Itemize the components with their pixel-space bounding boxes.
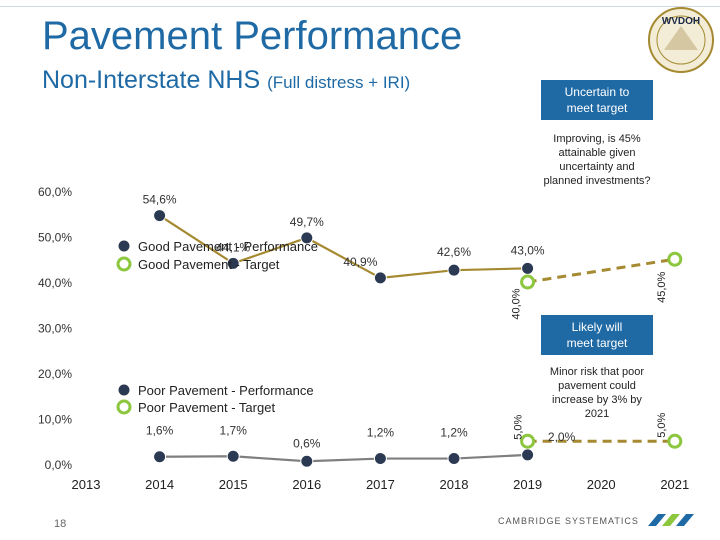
good-data-label: 40,9%: [343, 255, 377, 269]
likely-body-text: Minor risk that poor pavement could increa…: [550, 366, 644, 420]
legend-poor-target-label: Poor Pavement - Target: [138, 400, 275, 415]
good-data-label: 42,6%: [437, 245, 471, 259]
y-tick-label: 60,0%: [38, 185, 72, 199]
legend-poor-performance-marker: [117, 383, 131, 397]
legend-good-performance-marker: [117, 239, 131, 253]
uncertain-header-text: Uncertain to meet target: [565, 85, 630, 115]
good-performance-line: [159, 214, 528, 280]
legend-poor-target-marker: [116, 399, 132, 415]
poor-point: [447, 452, 461, 466]
y-tick-label: 20,0%: [38, 367, 72, 381]
wvdoh-seal-logo: WVDOH: [648, 7, 714, 73]
logo-text: WVDOH: [662, 16, 700, 27]
poor-data-label: 1,6%: [146, 424, 174, 438]
poor-target-label-2019: 5,0%: [513, 414, 525, 439]
poor-target-point: [520, 433, 536, 449]
subtitle-main: Non-Interstate NHS: [42, 66, 261, 94]
good-target-line: [527, 257, 676, 284]
good-target-point: [667, 251, 683, 267]
good-point: [373, 271, 387, 285]
x-tick-label: 2018: [440, 477, 469, 492]
annotation-layer: Uncertain to meet target Improving, is 45%…: [541, 80, 653, 426]
uncertain-body-box: [541, 124, 653, 202]
company-logo-text: CAMBRIDGE SYSTEMATICS: [498, 516, 639, 526]
x-tick-label: 2020: [587, 477, 616, 492]
poor-data-label: 1,7%: [220, 423, 248, 437]
good-point: [300, 231, 314, 245]
uncertain-header-box: [541, 80, 653, 120]
axis-layer: 0,0% 10,0% 20,0% 30,0% 40,0% 50,0% 60,0% 2013 20…: [38, 185, 689, 492]
page-number: 18: [54, 518, 67, 530]
series-layer: 54,6% 44,1% 49,7% 40,9% 42,6% 43,0% 1,6% 1,7% 0,…: [143, 193, 683, 468]
x-tick-label: 2017: [366, 477, 395, 492]
good-point: [153, 209, 167, 223]
poor-target-label-2021: 5,0%: [656, 412, 668, 437]
x-tick-label: 2014: [145, 477, 174, 492]
poor-data-label: 1,2%: [440, 426, 468, 440]
x-tick-label: 2019: [513, 477, 542, 492]
poor-point: [373, 452, 387, 466]
legend-good-target-marker: [116, 256, 132, 272]
good-data-label: 49,7%: [290, 215, 324, 229]
likely-body-box: [541, 360, 653, 426]
uncertain-body-text: Improving, is 45% attainable given uncerta…: [543, 133, 650, 187]
poor-point: [226, 449, 240, 463]
good-point: [447, 263, 461, 277]
company-logo-mark: [648, 514, 694, 526]
x-tick-label: 2013: [72, 477, 101, 492]
y-tick-label: 10,0%: [38, 413, 72, 427]
likely-header-text: Likely will meet target: [567, 320, 628, 350]
poor-data-label: 2,0%: [548, 430, 576, 444]
poor-point: [300, 454, 314, 468]
good-data-label: 43,0%: [511, 243, 545, 257]
legend-layer: Good Pavement - Performance Good Pavement…: [116, 239, 318, 415]
poor-target-point: [667, 433, 683, 449]
poor-data-label: 0,6%: [293, 436, 321, 450]
y-tick-label: 30,0%: [38, 322, 72, 336]
page-subtitle: Non-Interstate NHS (Full distress + IRI): [42, 66, 410, 95]
good-point: [226, 256, 240, 270]
good-target-label-2019: 40,0%: [511, 288, 523, 319]
x-tick-label: 2016: [292, 477, 321, 492]
legend-good-target-label: Good Pavement - Target: [138, 257, 280, 272]
page-title: Pavement Performance: [42, 14, 463, 58]
x-tick-label: 2021: [660, 477, 689, 492]
good-target-label-2021: 45,0%: [656, 271, 668, 302]
y-tick-label: 40,0%: [38, 276, 72, 290]
good-data-label: 54,6%: [143, 193, 177, 207]
poor-point: [153, 450, 167, 464]
good-data-label: 44,1%: [216, 240, 250, 254]
subtitle-note: (Full distress + IRI): [267, 73, 411, 92]
poor-point: [521, 448, 535, 462]
good-point: [521, 261, 535, 275]
poor-performance-line: [159, 453, 528, 463]
likely-header-box: [541, 315, 653, 355]
header-rule: [0, 6, 720, 7]
x-tick-label: 2015: [219, 477, 248, 492]
good-target-point: [520, 274, 536, 290]
y-tick-label: 0,0%: [45, 458, 73, 472]
legend-poor-performance-label: Poor Pavement - Performance: [138, 383, 314, 398]
poor-data-label: 1,2%: [367, 426, 395, 440]
legend-good-performance-label: Good Pavement - Performance: [138, 239, 318, 254]
y-tick-label: 50,0%: [38, 231, 72, 245]
